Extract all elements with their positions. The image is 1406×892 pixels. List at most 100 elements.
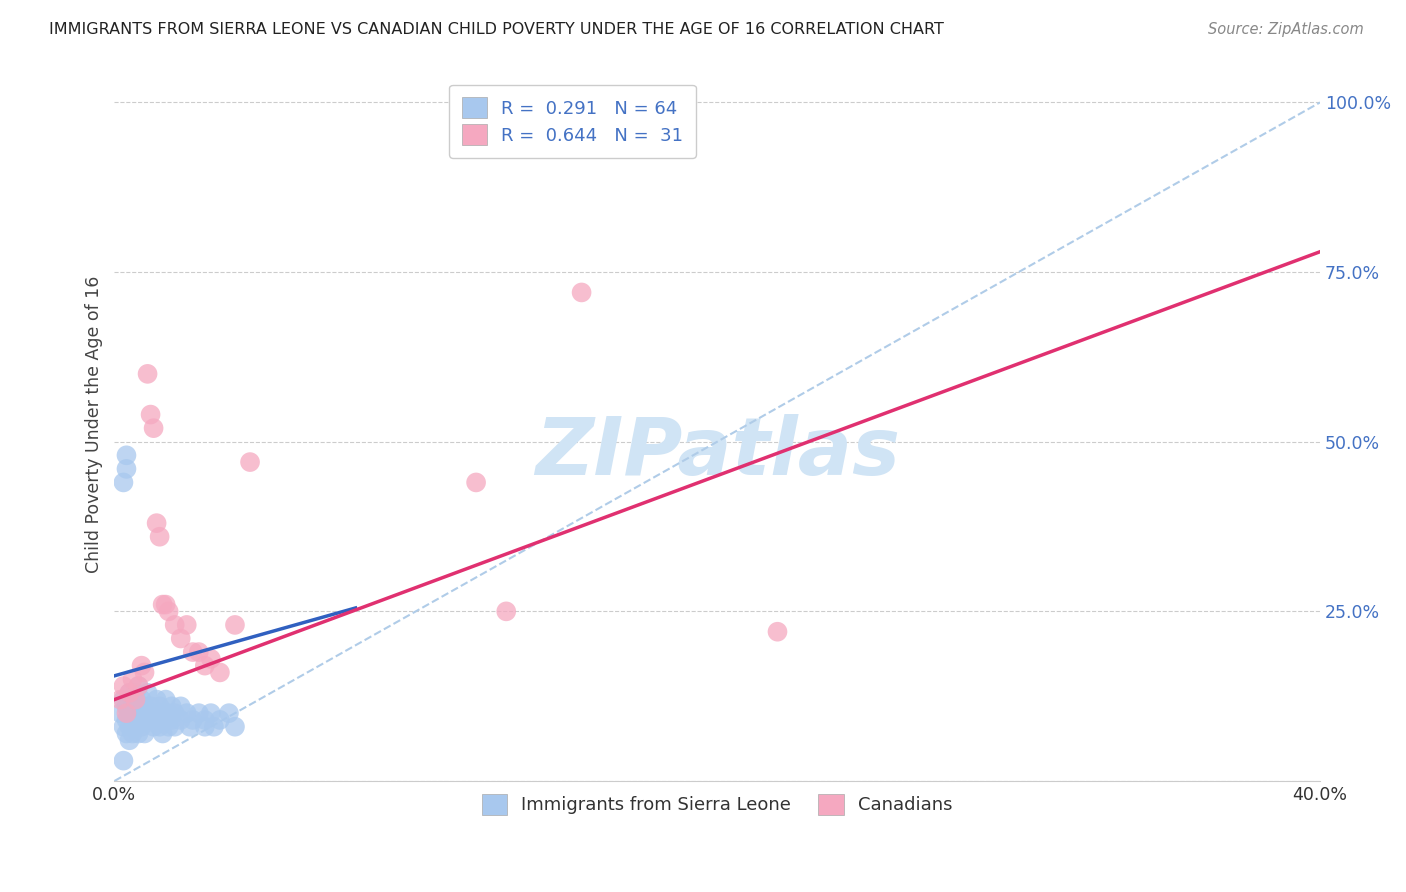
Point	[124, 686, 146, 700]
Point	[124, 706, 146, 720]
Point	[202, 720, 225, 734]
Point	[155, 598, 177, 612]
Point	[142, 720, 165, 734]
Point	[208, 665, 231, 680]
Point	[152, 598, 174, 612]
Point	[179, 720, 201, 734]
Point	[121, 726, 143, 740]
Point	[766, 624, 789, 639]
Point	[149, 699, 172, 714]
Point	[170, 632, 193, 646]
Point	[128, 679, 150, 693]
Point	[465, 475, 488, 490]
Point	[115, 726, 138, 740]
Point	[139, 713, 162, 727]
Point	[224, 720, 246, 734]
Text: Source: ZipAtlas.com: Source: ZipAtlas.com	[1208, 22, 1364, 37]
Point	[239, 455, 262, 469]
Point	[134, 713, 156, 727]
Point	[112, 720, 135, 734]
Point	[134, 665, 156, 680]
Point	[218, 706, 240, 720]
Point	[131, 692, 153, 706]
Y-axis label: Child Poverty Under the Age of 16: Child Poverty Under the Age of 16	[86, 276, 103, 574]
Point	[110, 706, 132, 720]
Point	[495, 604, 517, 618]
Point	[115, 448, 138, 462]
Point	[142, 706, 165, 720]
Point	[131, 720, 153, 734]
Point	[112, 754, 135, 768]
Point	[128, 699, 150, 714]
Point	[181, 645, 204, 659]
Point	[136, 706, 159, 720]
Point	[118, 720, 141, 734]
Point	[176, 706, 198, 720]
Point	[134, 699, 156, 714]
Point	[571, 285, 593, 300]
Point	[136, 367, 159, 381]
Point	[115, 699, 138, 714]
Point	[139, 408, 162, 422]
Point	[163, 618, 186, 632]
Point	[112, 679, 135, 693]
Point	[157, 604, 180, 618]
Point	[145, 713, 167, 727]
Point	[145, 692, 167, 706]
Point	[124, 720, 146, 734]
Point	[181, 713, 204, 727]
Point	[112, 692, 135, 706]
Point	[157, 706, 180, 720]
Point	[208, 713, 231, 727]
Point	[118, 686, 141, 700]
Point	[118, 686, 141, 700]
Point	[131, 658, 153, 673]
Point	[163, 706, 186, 720]
Point	[112, 475, 135, 490]
Point	[163, 720, 186, 734]
Point	[194, 658, 217, 673]
Point	[224, 618, 246, 632]
Point	[139, 699, 162, 714]
Point	[200, 706, 222, 720]
Point	[149, 530, 172, 544]
Point	[145, 516, 167, 530]
Point	[187, 645, 209, 659]
Point	[115, 462, 138, 476]
Point	[160, 713, 183, 727]
Point	[200, 652, 222, 666]
Point	[121, 699, 143, 714]
Point	[118, 706, 141, 720]
Legend: Immigrants from Sierra Leone, Canadians: Immigrants from Sierra Leone, Canadians	[471, 783, 963, 825]
Point	[176, 618, 198, 632]
Point	[194, 713, 217, 727]
Point	[194, 720, 217, 734]
Point	[128, 679, 150, 693]
Point	[155, 692, 177, 706]
Point	[110, 692, 132, 706]
Point	[170, 713, 193, 727]
Point	[128, 726, 150, 740]
Point	[142, 421, 165, 435]
Point	[149, 720, 172, 734]
Point	[124, 692, 146, 706]
Text: IMMIGRANTS FROM SIERRA LEONE VS CANADIAN CHILD POVERTY UNDER THE AGE OF 16 CORRE: IMMIGRANTS FROM SIERRA LEONE VS CANADIAN…	[49, 22, 943, 37]
Point	[121, 713, 143, 727]
Point	[157, 720, 180, 734]
Point	[187, 706, 209, 720]
Point	[170, 699, 193, 714]
Point	[121, 672, 143, 686]
Point	[131, 706, 153, 720]
Point	[115, 706, 138, 720]
Point	[134, 726, 156, 740]
Point	[136, 686, 159, 700]
Point	[115, 713, 138, 727]
Text: ZIPatlas: ZIPatlas	[534, 414, 900, 492]
Point	[152, 726, 174, 740]
Point	[160, 699, 183, 714]
Point	[121, 692, 143, 706]
Point	[152, 706, 174, 720]
Point	[128, 713, 150, 727]
Point	[118, 733, 141, 747]
Point	[155, 713, 177, 727]
